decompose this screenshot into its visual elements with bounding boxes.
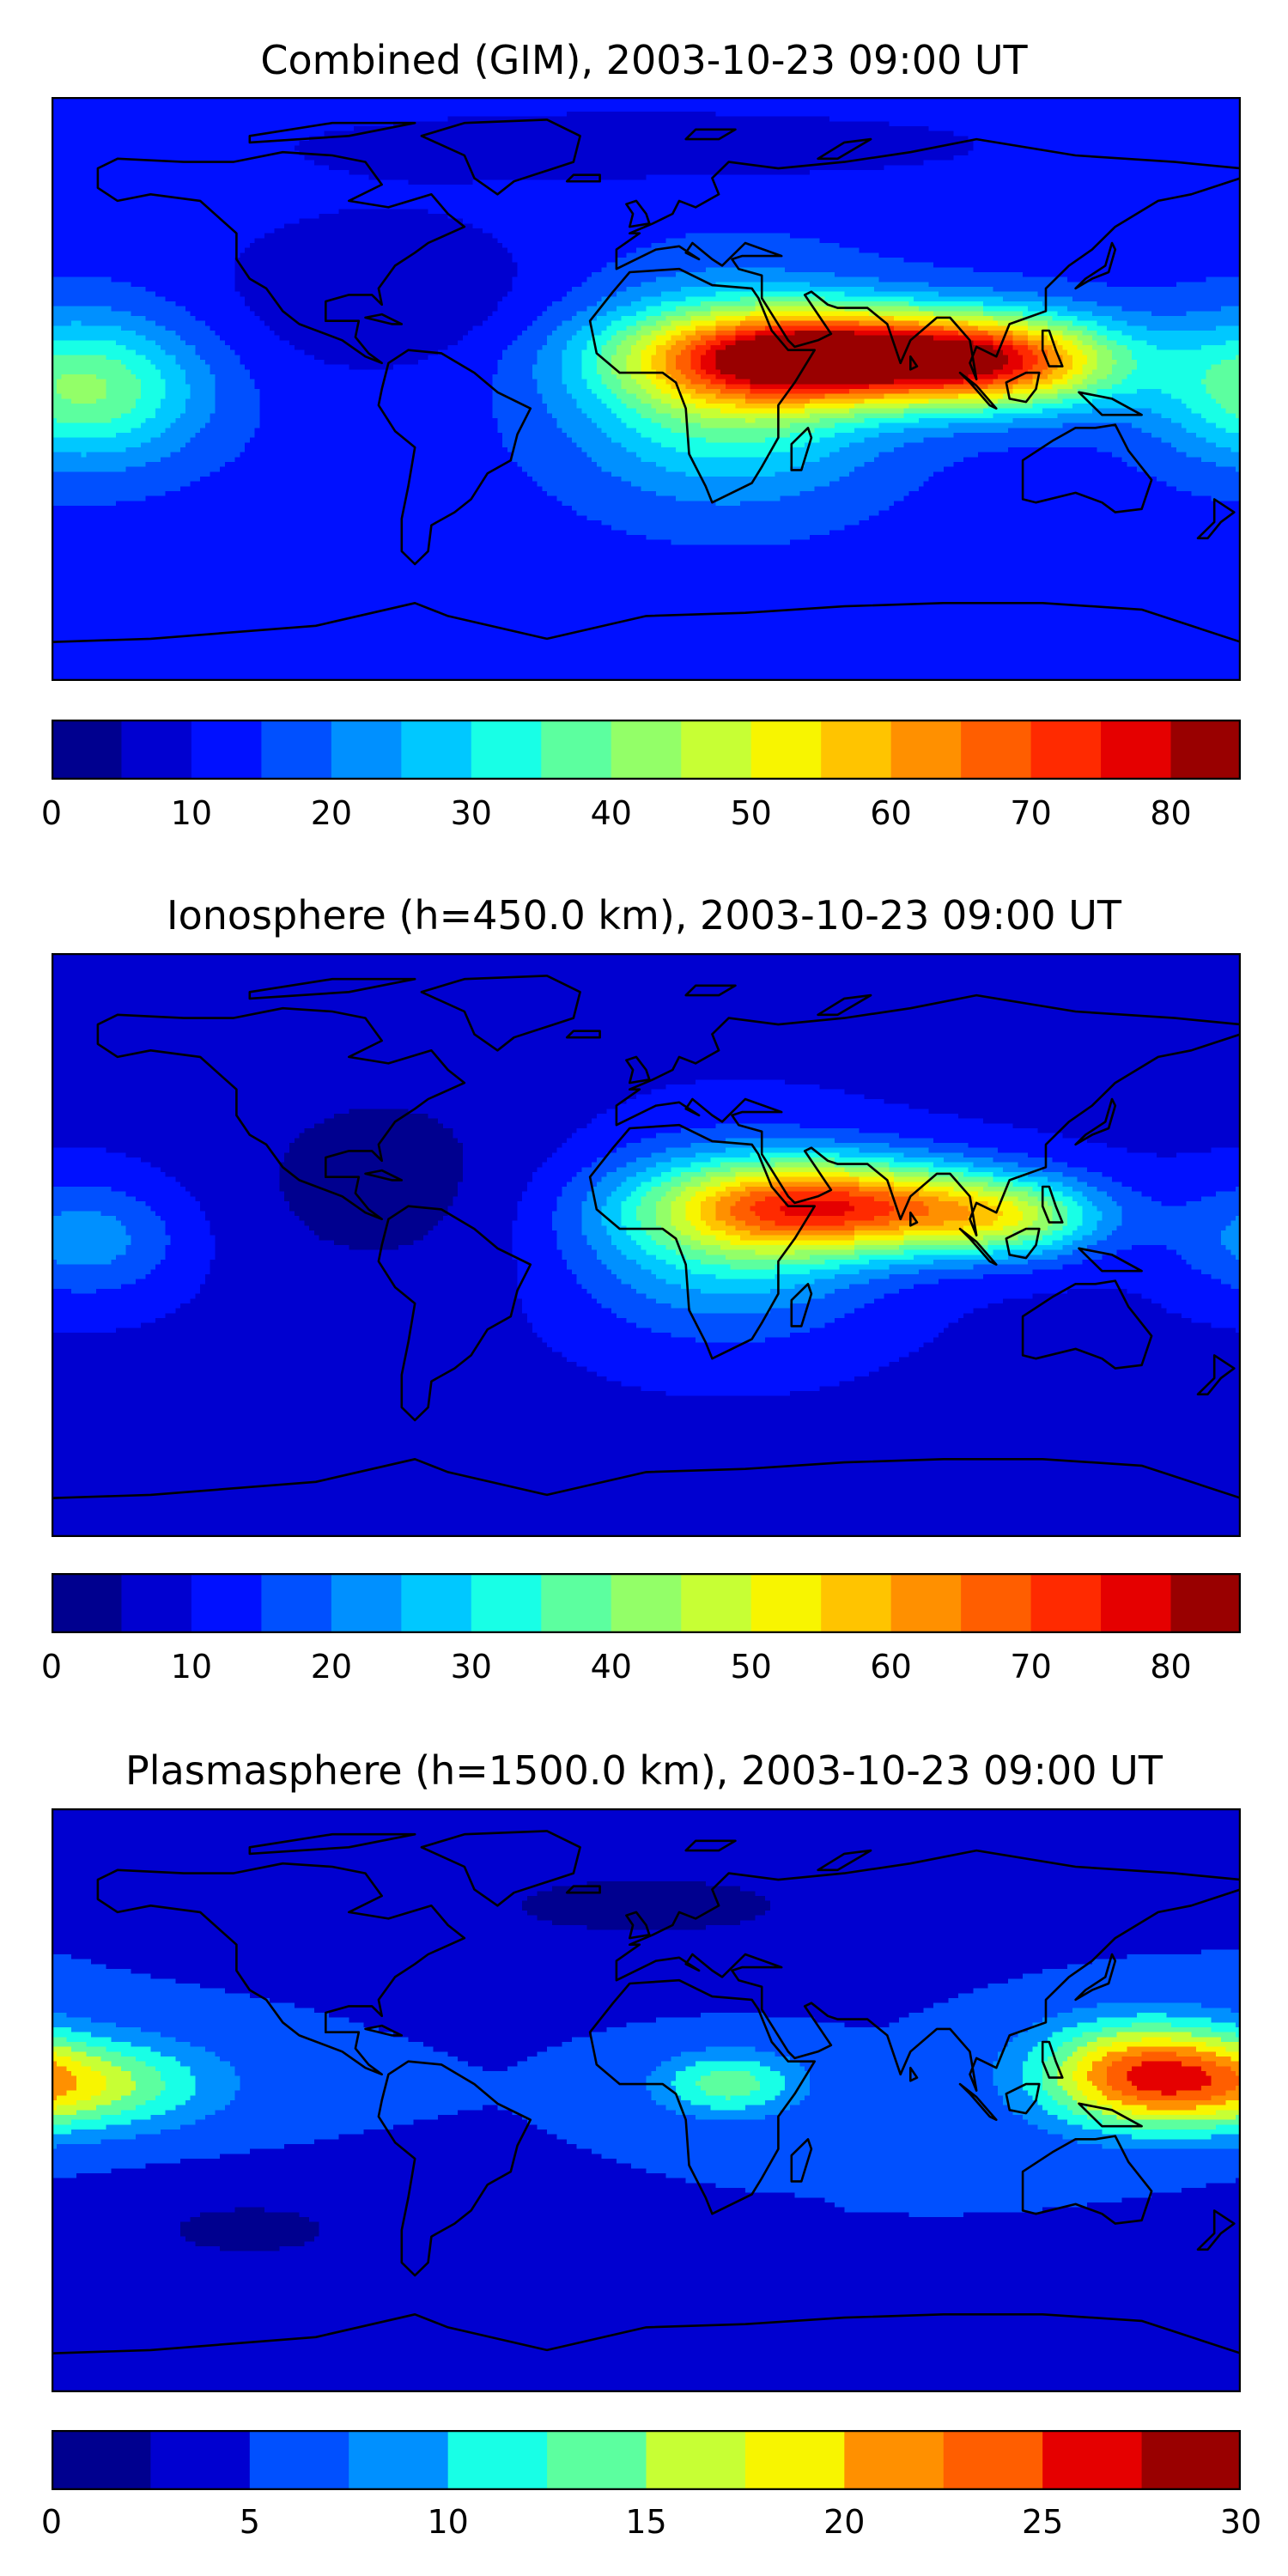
colorbar-bin <box>191 1573 262 1633</box>
colorbar-bin <box>150 2430 250 2490</box>
colorbar-bin <box>1031 1573 1102 1633</box>
colorbar-ticks-plasmasphere: 0 5 10 15 20 25 30 <box>52 2502 1241 2545</box>
colorbar-bin <box>611 720 682 780</box>
colorbar-bin <box>1171 720 1241 780</box>
colorbar-bin <box>681 720 751 780</box>
colorbar-bin <box>401 720 471 780</box>
colorbar-bin <box>471 720 542 780</box>
map-ionosphere <box>52 953 1241 1537</box>
colorbar-bin <box>541 720 611 780</box>
colorbar-tick-label: 40 <box>591 793 632 833</box>
colorbar-tick-label: 0 <box>41 793 62 833</box>
colorbar-bin <box>331 720 402 780</box>
colorbar-bin <box>250 2430 349 2490</box>
colorbar-bin <box>891 1573 962 1633</box>
colorbar-bin <box>547 2430 647 2490</box>
colorbar-tick-label: 10 <box>171 1647 212 1686</box>
colorbar-tick-label: 20 <box>823 2502 865 2542</box>
colorbar-bin <box>844 2430 944 2490</box>
colorbar-tick-label: 10 <box>171 793 212 833</box>
colorbar-bin <box>1101 1573 1171 1633</box>
colorbar-bin <box>1031 720 1102 780</box>
colorbar-bin <box>647 2430 746 2490</box>
colorbar-tick-label: 50 <box>731 1647 772 1686</box>
map-plasmasphere <box>52 1808 1241 2392</box>
colorbar-bin <box>121 720 191 780</box>
colorbar-tick-label: 70 <box>1010 1647 1051 1686</box>
colorbar-bin <box>52 720 122 780</box>
colorbar-tick-label: 60 <box>870 793 911 833</box>
colorbar-bin <box>821 720 891 780</box>
colorbar-bin <box>191 720 262 780</box>
colorbar-bin <box>944 2430 1043 2490</box>
colorbar-bin <box>52 1573 122 1633</box>
field-cells <box>52 1808 1241 2392</box>
colorbar-tick-label: 0 <box>41 2502 62 2542</box>
colorbar-bin <box>1171 1573 1241 1633</box>
field-cells <box>52 953 1241 1537</box>
colorbar-bin <box>261 1573 331 1633</box>
field-cells <box>52 97 1241 681</box>
colorbar-tick-label: 5 <box>240 2502 260 2542</box>
map-combined <box>52 97 1241 681</box>
colorbar-tick-label: 80 <box>1150 793 1191 833</box>
colorbar-bin <box>52 2430 151 2490</box>
colorbar-tick-label: 30 <box>1220 2502 1261 2542</box>
colorbar-bin <box>401 1573 471 1633</box>
colorbar-tick-label: 15 <box>625 2502 666 2542</box>
colorbar-plasmasphere <box>52 2430 1241 2490</box>
colorbar-bin <box>611 1573 682 1633</box>
colorbar-tick-label: 60 <box>870 1647 911 1686</box>
colorbar-bin <box>961 720 1031 780</box>
colorbar-bin <box>121 1573 191 1633</box>
colorbar-tick-label: 30 <box>451 1647 492 1686</box>
colorbar-bin <box>961 1573 1031 1633</box>
colorbar-tick-label: 30 <box>451 793 492 833</box>
colorbar-tick-label: 0 <box>41 1647 62 1686</box>
panel-title-combined: Combined (GIM), 2003-10-23 09:00 UT <box>0 36 1288 84</box>
colorbar-bin <box>751 720 822 780</box>
colorbar-bin <box>541 1573 611 1633</box>
colorbar-ticks-combined: 0 10 20 30 40 50 60 70 80 <box>52 793 1241 836</box>
colorbar-tick-label: 50 <box>731 793 772 833</box>
colorbar-tick-label: 20 <box>311 1647 352 1686</box>
colorbar-tick-label: 25 <box>1022 2502 1063 2542</box>
colorbar-bin <box>349 2430 448 2490</box>
colorbar-bin <box>1101 720 1171 780</box>
colorbar-tick-label: 70 <box>1010 793 1051 833</box>
colorbar-bin <box>448 2430 548 2490</box>
colorbar-bin <box>751 1573 822 1633</box>
colorbar-bin <box>471 1573 542 1633</box>
panel-title-ionosphere: Ionosphere (h=450.0 km), 2003-10-23 09:0… <box>0 891 1288 939</box>
colorbar-tick-label: 80 <box>1150 1647 1191 1686</box>
colorbar-tick-label: 10 <box>428 2502 469 2542</box>
panel-title-plasmasphere: Plasmasphere (h=1500.0 km), 2003-10-23 0… <box>0 1747 1288 1795</box>
colorbar-ticks-ionosphere: 0 10 20 30 40 50 60 70 80 <box>52 1647 1241 1690</box>
colorbar-bin <box>681 1573 751 1633</box>
colorbar-bin <box>331 1573 402 1633</box>
colorbar-tick-label: 40 <box>591 1647 632 1686</box>
colorbar-bin <box>821 1573 891 1633</box>
colorbar-bin <box>1142 2430 1241 2490</box>
colorbar-combined <box>52 720 1241 780</box>
colorbar-ionosphere <box>52 1573 1241 1633</box>
colorbar-bin <box>745 2430 845 2490</box>
colorbar-tick-label: 20 <box>311 793 352 833</box>
colorbar-bin <box>1042 2430 1142 2490</box>
colorbar-bin <box>261 720 331 780</box>
colorbar-bin <box>891 720 962 780</box>
